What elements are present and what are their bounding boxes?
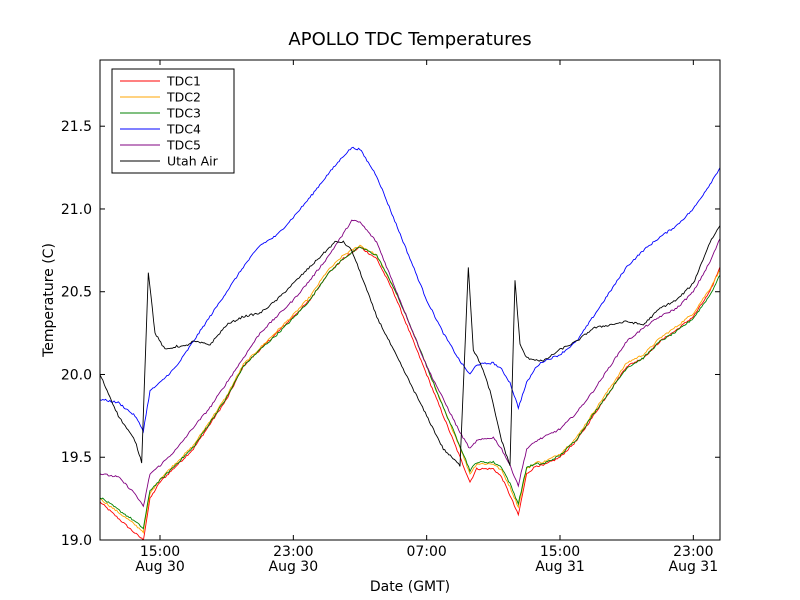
x-tick-label: 23:00 [673,544,713,560]
chart-title: APOLLO TDC Temperatures [288,29,531,50]
x-tick-date: Aug 31 [535,559,585,575]
legend-box [111,68,235,174]
legend-label: TDC1 [166,74,201,89]
x-tick-label: 15:00 [540,544,580,560]
legend-label: TDC2 [166,90,201,105]
x-tick-label: 15:00 [140,544,180,560]
y-axis-label: Temperature (C) [41,243,57,358]
legend-label: TDC5 [166,138,201,153]
x-tick-label: 23:00 [273,544,313,560]
legend-label: TDC4 [166,122,201,137]
legend-label: TDC3 [166,106,201,121]
y-tick-label: 19.5 [61,450,92,466]
series-line-tdc5 [100,219,720,508]
series-line-tdc4 [100,146,720,434]
y-axis: 19.0 19.5 20.0 20.5 21.0 21.5 [61,119,720,549]
x-tick-label: 07:00 [406,544,446,560]
legend-label: Utah Air [167,154,219,169]
series-line-utah-air [100,225,720,467]
x-axis-label: Date (GMT) [370,579,450,595]
y-tick-label: 21.0 [61,202,92,218]
y-tick-label: 21.5 [61,119,92,135]
x-tick-date: Aug 30 [269,559,319,575]
y-tick-label: 20.0 [61,367,92,383]
x-tick-date: Aug 30 [135,559,185,575]
y-tick-label: 20.5 [61,285,92,301]
plot-frame [99,59,721,541]
x-tick-date: Aug 31 [669,559,719,575]
y-tick-label: 19.0 [61,533,92,549]
